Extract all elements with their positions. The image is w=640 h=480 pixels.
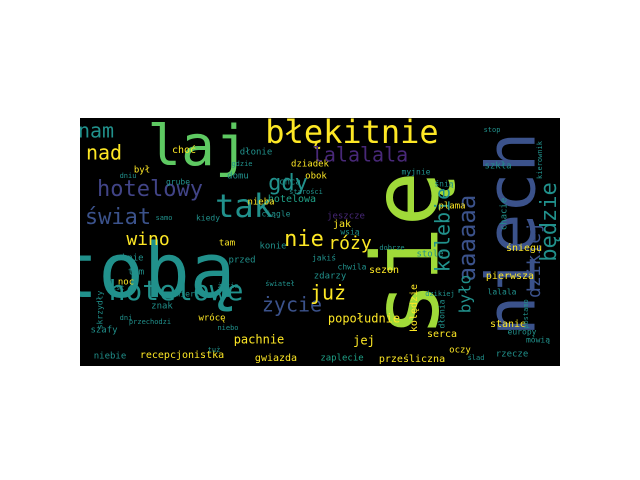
cloud-word: mówią [526,335,550,345]
cloud-word: plama [438,202,465,212]
cloud-word: serca [427,329,457,340]
cloud-word: tuż [208,346,221,354]
cloud-word: ślad [468,354,485,362]
cloud-word: myjnie [402,168,431,177]
cloud-word: świateł [265,280,295,288]
cloud-word: było [456,275,475,314]
cloud-word: dziadek [291,160,330,170]
cloud-word: starości [289,188,323,196]
cloud-word: lalala [488,288,517,297]
cloud-word: kiedy [196,214,220,223]
cloud-word: gdy [268,171,308,196]
cloud-word: aaaaaa [453,195,481,282]
cloud-word: przed [228,256,255,266]
cloud-word: gdzie [231,160,252,168]
cloud-word: jest [108,284,125,292]
cloud-word: pachnie [234,333,285,347]
cloud-word: kolędzie [409,284,420,332]
cloud-word: choć [172,144,196,156]
cloud-word: życie [217,282,238,290]
cloud-word: obok [305,172,327,182]
cloud-word: domu [227,172,249,182]
cloud-word: sezon [369,265,399,276]
cloud-word: hotelowy [97,177,203,202]
cloud-word: śnią [434,179,453,189]
cloud-word: hotelowe [109,274,244,307]
cloud-word: tak [215,187,273,225]
cloud-word: będzie [537,182,560,261]
cloud-word: wsią [340,228,359,237]
cloud-word: oczy [449,346,471,356]
cloud-word: zdarzy [314,272,347,282]
cloud-word: skrzydły [96,291,105,330]
cloud-word: zmierzch [171,290,210,299]
cloud-word: ciągle [262,210,291,219]
cloud-word: szkła [484,162,511,172]
cloud-word: błękitnie [265,118,438,151]
cloud-word: stole [416,250,443,260]
cloud-word: dobrze [379,244,404,252]
cloud-word: konie [259,242,286,252]
cloud-word: gwiazda [255,353,297,364]
cloud-word: hotelowa [268,194,316,205]
cloud-word: oknie [116,254,143,264]
cloud-word: jej [353,334,375,348]
cloud-word: stop [484,126,501,134]
cloud-word: laj [147,118,248,179]
cloud-word: wino [126,229,169,250]
cloud-word: kolebie [431,188,455,272]
cloud-word: szafy [90,326,118,336]
cloud-word: się [352,171,459,337]
cloud-word: nam [80,119,114,143]
cloud-word: róży [328,233,372,254]
cloud-word: świat [85,205,151,230]
cloud-word: grube [166,178,190,187]
cloud-word: noc [118,278,134,288]
cloud-word: dłonie [240,148,273,158]
cloud-word: kierownik [536,140,544,179]
cloud-word: lalalala [312,143,408,167]
cloud-word: zaplecie [320,354,363,364]
cloud-word: tobą [80,226,236,315]
cloud-word: dzikiej [425,290,455,298]
cloud-word: przechodzi [129,318,171,326]
cloud-word: śniegu [506,242,542,254]
cloud-word: jeszcze [327,212,365,222]
cloud-word: dzikiej [524,222,545,298]
cloud-word: nieba [247,198,274,208]
cloud-word: dniu [120,172,137,180]
cloud-word: popołudnie [328,312,400,326]
cloud-word: samo [156,214,173,222]
cloud-word: już [310,281,346,305]
cloud-word: jakiś [312,253,336,263]
cloud-word: chwila [338,263,367,272]
cloud-word: pierwsza [486,271,534,282]
cloud-word: dłonia [438,299,447,328]
cloud-word: tym [128,268,144,278]
cloud-word: niebie [94,352,127,362]
cloud-word: rzecze [496,350,529,360]
cloud-word: chacie [500,198,510,231]
cloud-word: niebo [217,324,238,332]
cloud-word: wrócę [198,313,225,324]
cloud-word: postamo [522,299,530,329]
cloud-word: jak [333,219,351,230]
cloud-word: prześliczna [379,353,445,365]
cloud-word: tam [219,239,235,249]
cloud-word: dni [120,314,133,322]
cloud-word: życie [262,293,322,317]
cloud-word: był [134,166,150,176]
cloud-word: nie [284,227,324,252]
cloud-word: nad [86,141,122,165]
cloud-word: chcą [279,178,301,188]
cloud-word: europy [508,328,537,337]
cloud-word: niech [473,132,552,337]
cloud-word: stanie [490,319,526,330]
cloud-word: recepcjonistka [140,350,224,361]
cloud-word: znak [151,302,173,312]
